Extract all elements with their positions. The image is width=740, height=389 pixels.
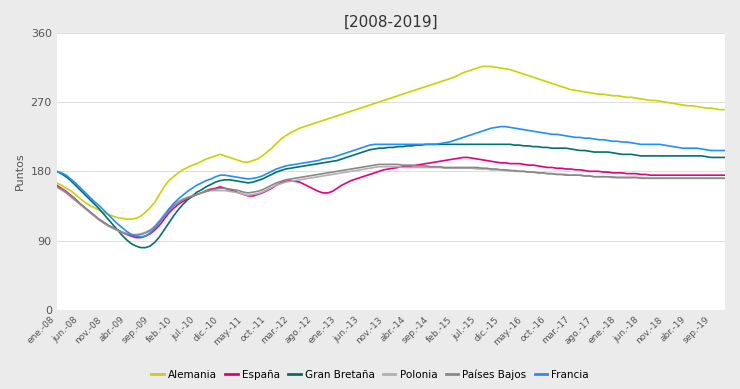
Polonia	[155, 218, 164, 223]
Francia	[155, 220, 164, 224]
Países Bajos	[374, 162, 383, 167]
Gran Bretaña	[136, 245, 145, 250]
Gran Bretaña	[599, 150, 608, 154]
España	[721, 173, 730, 177]
Países Bajos	[155, 219, 164, 224]
Alemania	[538, 78, 547, 83]
España	[99, 220, 108, 224]
Francia	[608, 139, 617, 144]
Polonia	[538, 170, 547, 175]
Line: Países Bajos: Países Bajos	[57, 165, 725, 235]
Polonia	[721, 176, 730, 180]
Gran Bretaña	[53, 169, 61, 173]
Alemania	[599, 92, 608, 96]
Países Bajos	[99, 220, 108, 224]
Gran Bretaña	[99, 211, 108, 216]
Países Bajos	[263, 185, 272, 190]
Polonia	[127, 232, 136, 237]
España	[132, 235, 141, 240]
Line: Polonia: Polonia	[57, 167, 725, 235]
Polonia	[263, 187, 272, 192]
Países Bajos	[608, 175, 617, 180]
Legend: Alemania, España, Gran Bretaña, Polonia, Países Bajos, Francia: Alemania, España, Gran Bretaña, Polonia,…	[147, 365, 593, 384]
Alemania	[122, 217, 131, 221]
Gran Bretaña	[538, 145, 547, 150]
Polonia	[99, 221, 108, 225]
España	[155, 223, 164, 228]
Países Bajos	[538, 170, 547, 175]
Alemania	[155, 192, 164, 197]
Países Bajos	[132, 233, 141, 238]
Alemania	[53, 180, 61, 185]
Gran Bretaña	[155, 235, 164, 239]
Gran Bretaña	[721, 155, 730, 160]
Alemania	[608, 93, 617, 98]
Y-axis label: Puntos: Puntos	[15, 152, 25, 190]
Francia	[99, 208, 108, 212]
Países Bajos	[721, 176, 730, 180]
Francia	[538, 130, 547, 135]
España	[53, 183, 61, 187]
Line: España: España	[57, 158, 725, 238]
Polonia	[599, 174, 608, 179]
España	[538, 165, 547, 169]
Gran Bretaña	[608, 151, 617, 155]
Países Bajos	[599, 174, 608, 179]
Gran Bretaña	[263, 174, 272, 179]
Polonia	[374, 165, 383, 169]
Francia	[721, 148, 730, 153]
Gran Bretaña	[422, 142, 431, 147]
Alemania	[99, 210, 108, 214]
Polonia	[53, 184, 61, 189]
España	[459, 155, 468, 160]
Francia	[263, 171, 272, 176]
Países Bajos	[53, 184, 61, 189]
España	[263, 188, 272, 193]
Line: Gran Bretaña: Gran Bretaña	[57, 144, 725, 248]
Alemania	[477, 64, 486, 69]
Polonia	[608, 174, 617, 179]
Line: Alemania: Alemania	[57, 67, 725, 219]
Francia	[53, 169, 61, 173]
Line: Francia: Francia	[57, 126, 725, 237]
España	[608, 170, 617, 175]
Francia	[599, 137, 608, 142]
Francia	[497, 124, 505, 129]
España	[599, 170, 608, 174]
Alemania	[721, 107, 730, 112]
Alemania	[263, 150, 272, 154]
Francia	[136, 235, 145, 239]
Title: [2008-2019]: [2008-2019]	[343, 15, 438, 30]
